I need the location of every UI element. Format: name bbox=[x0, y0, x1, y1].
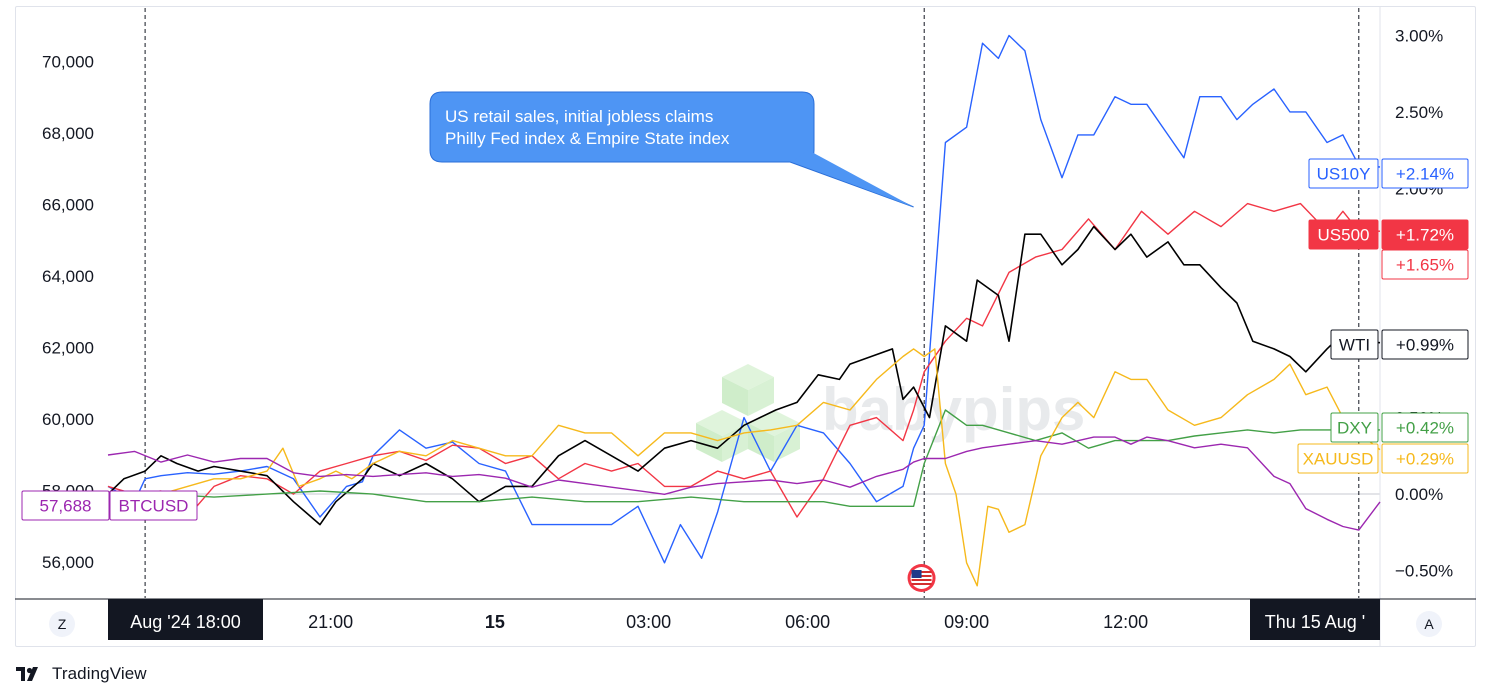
time-axis-label: Aug '24 18:00 bbox=[130, 612, 241, 632]
right-axis-tick-label: −0.50% bbox=[1395, 561, 1453, 580]
series-change-badge-dxy[interactable]: +0.42% bbox=[1381, 412, 1469, 443]
btcusd-price-badge[interactable]: 57,688 bbox=[21, 490, 110, 521]
time-axis-label: 03:00 bbox=[626, 612, 671, 632]
time-axis-label: 12:00 bbox=[1103, 612, 1148, 632]
watermark-cube-top bbox=[722, 364, 774, 416]
series-change-badge-us500[interactable]: +1.72% bbox=[1381, 219, 1469, 250]
us500-secondary-change-badge[interactable]: +1.65% bbox=[1381, 249, 1469, 280]
right-axis-tick-label: 2.50% bbox=[1395, 103, 1443, 122]
series-change-badge-xauusd[interactable]: +0.29% bbox=[1381, 443, 1469, 474]
left-axis-tick-label: 62,000 bbox=[42, 339, 94, 358]
series-change-badge-us10y[interactable]: +2.14% bbox=[1381, 158, 1469, 189]
series-name-badge-us500[interactable]: US500 bbox=[1308, 219, 1379, 250]
svg-text:+1.65%: +1.65% bbox=[1396, 256, 1454, 275]
svg-text:XAUUSD: XAUUSD bbox=[1303, 450, 1374, 469]
time-axis-label: 15 bbox=[485, 612, 505, 632]
series-change-badge-wti[interactable]: +0.99% bbox=[1381, 329, 1469, 360]
svg-text:US500: US500 bbox=[1318, 226, 1370, 245]
svg-text:BTCUSD: BTCUSD bbox=[119, 497, 189, 516]
left-axis-scale-button[interactable]: Z bbox=[49, 611, 75, 637]
time-axis-label: 06:00 bbox=[785, 612, 830, 632]
annotation-callout: US retail sales, initial jobless claims P… bbox=[429, 91, 914, 208]
svg-text:A: A bbox=[1424, 616, 1434, 632]
left-axis-tick-label: 66,000 bbox=[42, 196, 94, 215]
left-axis-tick-label: 68,000 bbox=[42, 124, 94, 143]
time-axis-highlight-box bbox=[1250, 599, 1380, 640]
left-axis-tick-label: 64,000 bbox=[42, 267, 94, 286]
series-line-us500 bbox=[107, 202, 1380, 518]
svg-text:US10Y: US10Y bbox=[1317, 165, 1371, 184]
watermark-text: babypips bbox=[822, 376, 1085, 443]
tradingview-logo-icon bbox=[16, 667, 38, 681]
right-axis-tick-label: 3.00% bbox=[1395, 27, 1443, 46]
us-flag-icon bbox=[907, 564, 936, 592]
svg-text:+0.42%: +0.42% bbox=[1396, 419, 1454, 438]
series-name-badge-wti[interactable]: WTI bbox=[1330, 329, 1379, 360]
svg-text:57,688: 57,688 bbox=[40, 497, 92, 516]
series-name-badge-us10y[interactable]: US10Y bbox=[1308, 158, 1379, 189]
annotation-bubble bbox=[429, 91, 914, 208]
tradingview-brand: TradingView bbox=[52, 664, 147, 683]
svg-text:+2.14%: +2.14% bbox=[1396, 165, 1454, 184]
right-axis-tick-label: 0.00% bbox=[1395, 485, 1443, 504]
right-axis-scale-button[interactable]: A bbox=[1416, 611, 1442, 637]
watermark-cube-right bbox=[748, 410, 800, 462]
annotation-line-0: US retail sales, initial jobless claims bbox=[445, 107, 713, 126]
time-axis-highlight-box bbox=[108, 599, 263, 640]
watermark: babypips bbox=[696, 364, 1085, 462]
series-line-us10y bbox=[107, 34, 1381, 564]
series-line-btcusd bbox=[107, 436, 1381, 531]
svg-text:+0.99%: +0.99% bbox=[1396, 336, 1454, 355]
series-name-badge-xauusd[interactable]: XAUUSD bbox=[1297, 443, 1379, 474]
left-axis-tick-label: 60,000 bbox=[42, 410, 94, 429]
btcusd-name-badge[interactable]: BTCUSD bbox=[109, 490, 198, 521]
time-axis-label: 09:00 bbox=[944, 612, 989, 632]
svg-text:+0.29%: +0.29% bbox=[1396, 450, 1454, 469]
time-axis-label: Thu 15 Aug ' bbox=[1265, 612, 1366, 632]
watermark-cube-left bbox=[696, 410, 748, 462]
svg-text:+1.72%: +1.72% bbox=[1396, 226, 1454, 245]
svg-text:Z: Z bbox=[58, 616, 67, 632]
svg-text:WTI: WTI bbox=[1339, 336, 1370, 355]
series-line-xauusd bbox=[108, 348, 1381, 587]
left-axis-tick-label: 70,000 bbox=[42, 53, 94, 72]
series-name-badge-dxy[interactable]: DXY bbox=[1330, 412, 1379, 443]
svg-text:DXY: DXY bbox=[1337, 419, 1372, 438]
series-line-wti bbox=[107, 225, 1381, 526]
series-line-dxy bbox=[108, 409, 1380, 507]
annotation-line-1: Philly Fed index & Empire State index bbox=[445, 129, 730, 148]
tradingview-footer[interactable]: TradingView bbox=[16, 660, 147, 688]
left-axis-tick-label: 56,000 bbox=[42, 553, 94, 572]
time-axis-label: 21:00 bbox=[308, 612, 353, 632]
